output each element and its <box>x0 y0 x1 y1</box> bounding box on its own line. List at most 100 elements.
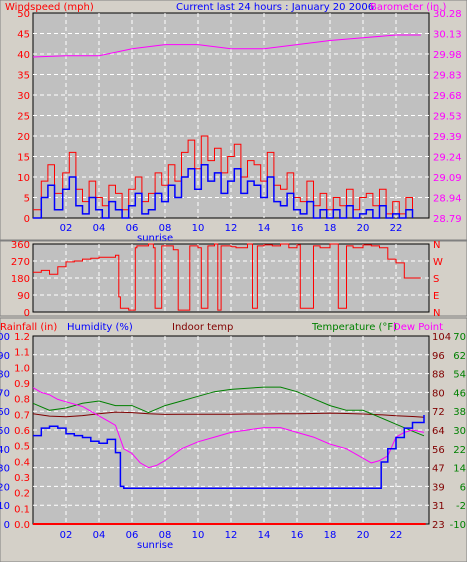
sunrise-label-2: sunrise <box>137 540 173 551</box>
x-tick-label: 08 <box>159 530 172 541</box>
rainfall-label: Rainfall (in) <box>0 322 57 333</box>
y-tick-label: 104 <box>432 332 451 343</box>
y-tick-label: 14 <box>453 464 466 475</box>
wind-barometer-panel: 0 5 10 15 20 25 30 35 40 45 50 28.79 28.94 29.09 29.2… <box>0 0 467 244</box>
barometer-line <box>32 34 421 58</box>
y-tick-label: 0.9 <box>14 379 30 390</box>
dewpoint-label: Dew Point <box>393 322 443 333</box>
y-tick-label: 0 <box>4 520 10 531</box>
y-tick-label: 20 <box>0 482 10 493</box>
temperature-line <box>32 386 425 437</box>
x-tick-label: 08 <box>159 223 172 234</box>
y-tick-label: 62 <box>453 351 466 362</box>
indoor-temp-line <box>32 411 425 418</box>
y-tick-label: 70 <box>453 332 466 343</box>
windspeed-label: Windspeed (mph) <box>5 2 94 13</box>
y-tick-label: 80 <box>0 370 10 381</box>
sunrise-label-1: sunrise <box>137 233 173 244</box>
x-tick-label: 12 <box>225 530 238 541</box>
y-tick-label: 28.94 <box>433 194 462 205</box>
y-tick-label: 0.8 <box>14 395 30 406</box>
y-tick-label: N <box>433 240 440 251</box>
y-tick-label: 29.83 <box>433 71 462 82</box>
y-tick-label: E <box>433 291 439 302</box>
y-tick-label: 0.5 <box>14 442 30 453</box>
y-tick-label: 47 <box>432 464 445 475</box>
y-tick-label: W <box>433 257 443 268</box>
x-tick-label: 16 <box>291 223 304 234</box>
y-tick-label: 25 <box>17 112 30 123</box>
y-tick-label: 10 <box>17 173 30 184</box>
y-tick-label: 6 <box>460 482 466 493</box>
y-tick-label: 64 <box>432 426 445 437</box>
wind-average-line <box>33 163 414 219</box>
y-tick-label: 40 <box>0 445 10 456</box>
x-tick-label: 06 <box>126 223 139 234</box>
y-tick-label: 88 <box>432 370 445 381</box>
x-tick-label: 14 <box>258 223 271 234</box>
y-tick-label: 29.53 <box>433 112 462 123</box>
x-tick-label: 02 <box>60 530 73 541</box>
y-tick-label: 30 <box>453 426 466 437</box>
y-tick-label: 38 <box>453 407 466 418</box>
humidity-line <box>33 415 425 490</box>
dewpoint-line <box>32 387 425 469</box>
y-tick-label: 50 <box>0 426 10 437</box>
y-tick-label: -2 <box>456 501 466 512</box>
indoor-temp-label: Indoor temp <box>172 322 233 333</box>
y-tick-label: 0 <box>24 308 30 319</box>
barometer-label: Barometer (in.) <box>370 2 446 13</box>
y-tick-label: 10 <box>0 501 10 512</box>
x-tick-label: 16 <box>291 530 304 541</box>
y-tick-label: 39 <box>432 482 445 493</box>
y-tick-label: S <box>433 274 439 285</box>
y-tick-label: 0.1 <box>14 504 30 515</box>
y-tick-label: 30.13 <box>433 30 462 41</box>
y-tick-label: 29.98 <box>433 50 462 61</box>
x-tick-label: 10 <box>192 530 205 541</box>
windspeed-line <box>33 135 413 215</box>
y-tick-label: 29.24 <box>433 153 462 164</box>
y-tick-label: 35 <box>17 71 30 82</box>
y-tick-label: 29.09 <box>433 173 462 184</box>
temperature-label: Temperature (°F) <box>311 322 397 333</box>
y-tick-label: 15 <box>17 153 30 164</box>
x-tick-label: 22 <box>390 223 403 234</box>
y-tick-label: 30.28 <box>433 9 462 20</box>
y-tick-label: 28.79 <box>433 214 462 225</box>
y-tick-label: 30 <box>0 464 10 475</box>
y-tick-label: 40 <box>17 50 30 61</box>
y-tick-label: 0 <box>24 214 30 225</box>
chart-title: Current last 24 hours : January 20 2006 <box>176 2 374 13</box>
x-tick-label: 12 <box>225 223 238 234</box>
y-tick-label: 1.2 <box>14 332 30 343</box>
y-tick-label: 0.2 <box>14 489 30 500</box>
y-tick-label: 45 <box>17 30 30 41</box>
y-tick-label: 180 <box>11 274 30 285</box>
y-tick-label: 60 <box>0 407 10 418</box>
y-tick-label: -10 <box>450 520 466 531</box>
x-tick-label: 18 <box>324 530 337 541</box>
y-tick-label: 80 <box>432 388 445 399</box>
x-tick-label: 10 <box>192 223 205 234</box>
y-tick-label: 100 <box>0 332 10 343</box>
y-tick-label: 1.1 <box>14 348 30 359</box>
y-tick-label: 46 <box>453 388 466 399</box>
y-tick-label: 90 <box>0 351 10 362</box>
y-tick-label: 31 <box>432 501 445 512</box>
y-tick-label: 96 <box>432 351 445 362</box>
x-tick-label: 18 <box>324 223 337 234</box>
y-tick-label: 29.68 <box>433 91 462 102</box>
direction-line <box>33 243 421 311</box>
y-tick-label: 0.6 <box>14 426 30 437</box>
y-tick-label: 360 <box>11 240 30 251</box>
y-tick-label: 30 <box>17 91 30 102</box>
y-tick-label: 0.0 <box>14 520 30 531</box>
x-tick-label: 14 <box>258 530 271 541</box>
y-tick-label: N <box>433 308 440 319</box>
x-tick-label: 22 <box>390 530 403 541</box>
y-tick-label: 54 <box>453 370 466 381</box>
y-tick-label: 22 <box>453 445 466 456</box>
